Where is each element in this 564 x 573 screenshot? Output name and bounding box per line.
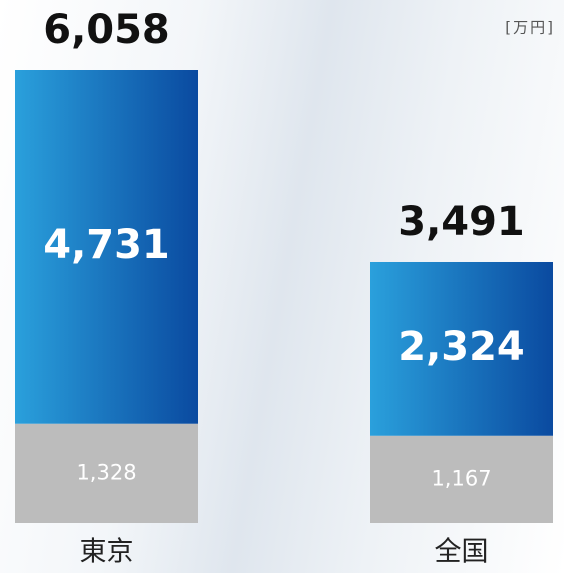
page: [万円] 1,328 4,731 6,058 東京 1,167 2,324 3,491 全国 <box>0 0 564 573</box>
value-label: 4,731 <box>43 222 170 268</box>
chart: [万円] 1,328 4,731 6,058 東京 1,167 2,324 3,491 全国 <box>0 0 564 573</box>
total-label: 6,058 <box>43 7 170 53</box>
total-label: 3,491 <box>398 199 525 245</box>
category-label: 東京 <box>80 537 134 568</box>
category-label: 全国 <box>435 537 489 568</box>
unit-label: [万円] <box>505 19 555 37</box>
value-label: 1,328 <box>76 460 136 484</box>
value-label: 1,167 <box>431 466 491 490</box>
value-label: 2,324 <box>398 324 525 370</box>
